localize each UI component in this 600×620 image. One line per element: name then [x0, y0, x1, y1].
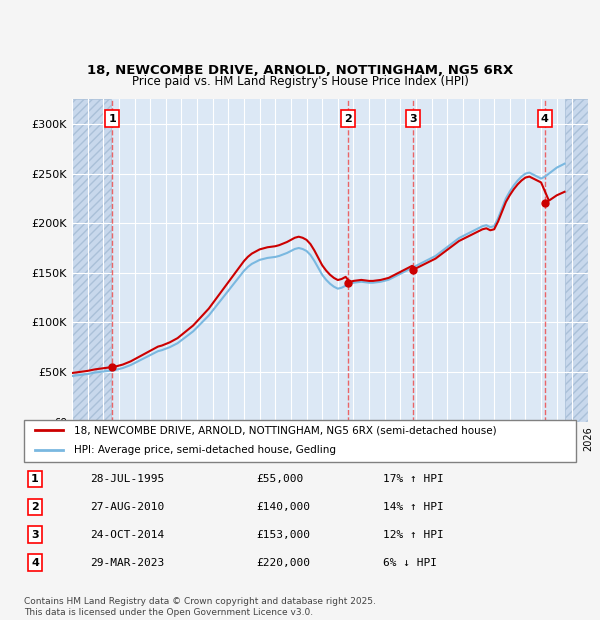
- Text: HPI: Average price, semi-detached house, Gedling: HPI: Average price, semi-detached house,…: [74, 445, 335, 455]
- Text: 24-OCT-2014: 24-OCT-2014: [90, 529, 164, 540]
- Bar: [72, 99, 111, 422]
- Text: 12% ↑ HPI: 12% ↑ HPI: [383, 529, 443, 540]
- Text: Price paid vs. HM Land Registry's House Price Index (HPI): Price paid vs. HM Land Registry's House …: [131, 75, 469, 88]
- Text: 27-AUG-2010: 27-AUG-2010: [90, 502, 164, 512]
- Text: 4: 4: [541, 113, 549, 123]
- Text: 6% ↓ HPI: 6% ↓ HPI: [383, 557, 437, 568]
- Text: £140,000: £140,000: [256, 502, 310, 512]
- Text: 14% ↑ HPI: 14% ↑ HPI: [383, 502, 443, 512]
- Text: Contains HM Land Registry data © Crown copyright and database right 2025.
This d: Contains HM Land Registry data © Crown c…: [24, 598, 376, 617]
- Bar: [565, 99, 588, 422]
- Text: 29-MAR-2023: 29-MAR-2023: [90, 557, 164, 568]
- Text: 18, NEWCOMBE DRIVE, ARNOLD, NOTTINGHAM, NG5 6RX: 18, NEWCOMBE DRIVE, ARNOLD, NOTTINGHAM, …: [87, 64, 513, 78]
- Text: 4: 4: [31, 557, 39, 568]
- FancyBboxPatch shape: [24, 420, 576, 462]
- Text: £153,000: £153,000: [256, 529, 310, 540]
- Text: £55,000: £55,000: [256, 474, 303, 484]
- Text: 18, NEWCOMBE DRIVE, ARNOLD, NOTTINGHAM, NG5 6RX (semi-detached house): 18, NEWCOMBE DRIVE, ARNOLD, NOTTINGHAM, …: [74, 425, 496, 435]
- Bar: [565, 99, 588, 422]
- Text: 2: 2: [31, 502, 39, 512]
- Text: 17% ↑ HPI: 17% ↑ HPI: [383, 474, 443, 484]
- Text: 28-JUL-1995: 28-JUL-1995: [90, 474, 164, 484]
- Text: 2: 2: [344, 113, 352, 123]
- Text: £220,000: £220,000: [256, 557, 310, 568]
- Text: 1: 1: [31, 474, 39, 484]
- Text: 1: 1: [109, 113, 116, 123]
- Text: 3: 3: [31, 529, 39, 540]
- Text: 3: 3: [409, 113, 417, 123]
- Bar: [72, 99, 111, 422]
